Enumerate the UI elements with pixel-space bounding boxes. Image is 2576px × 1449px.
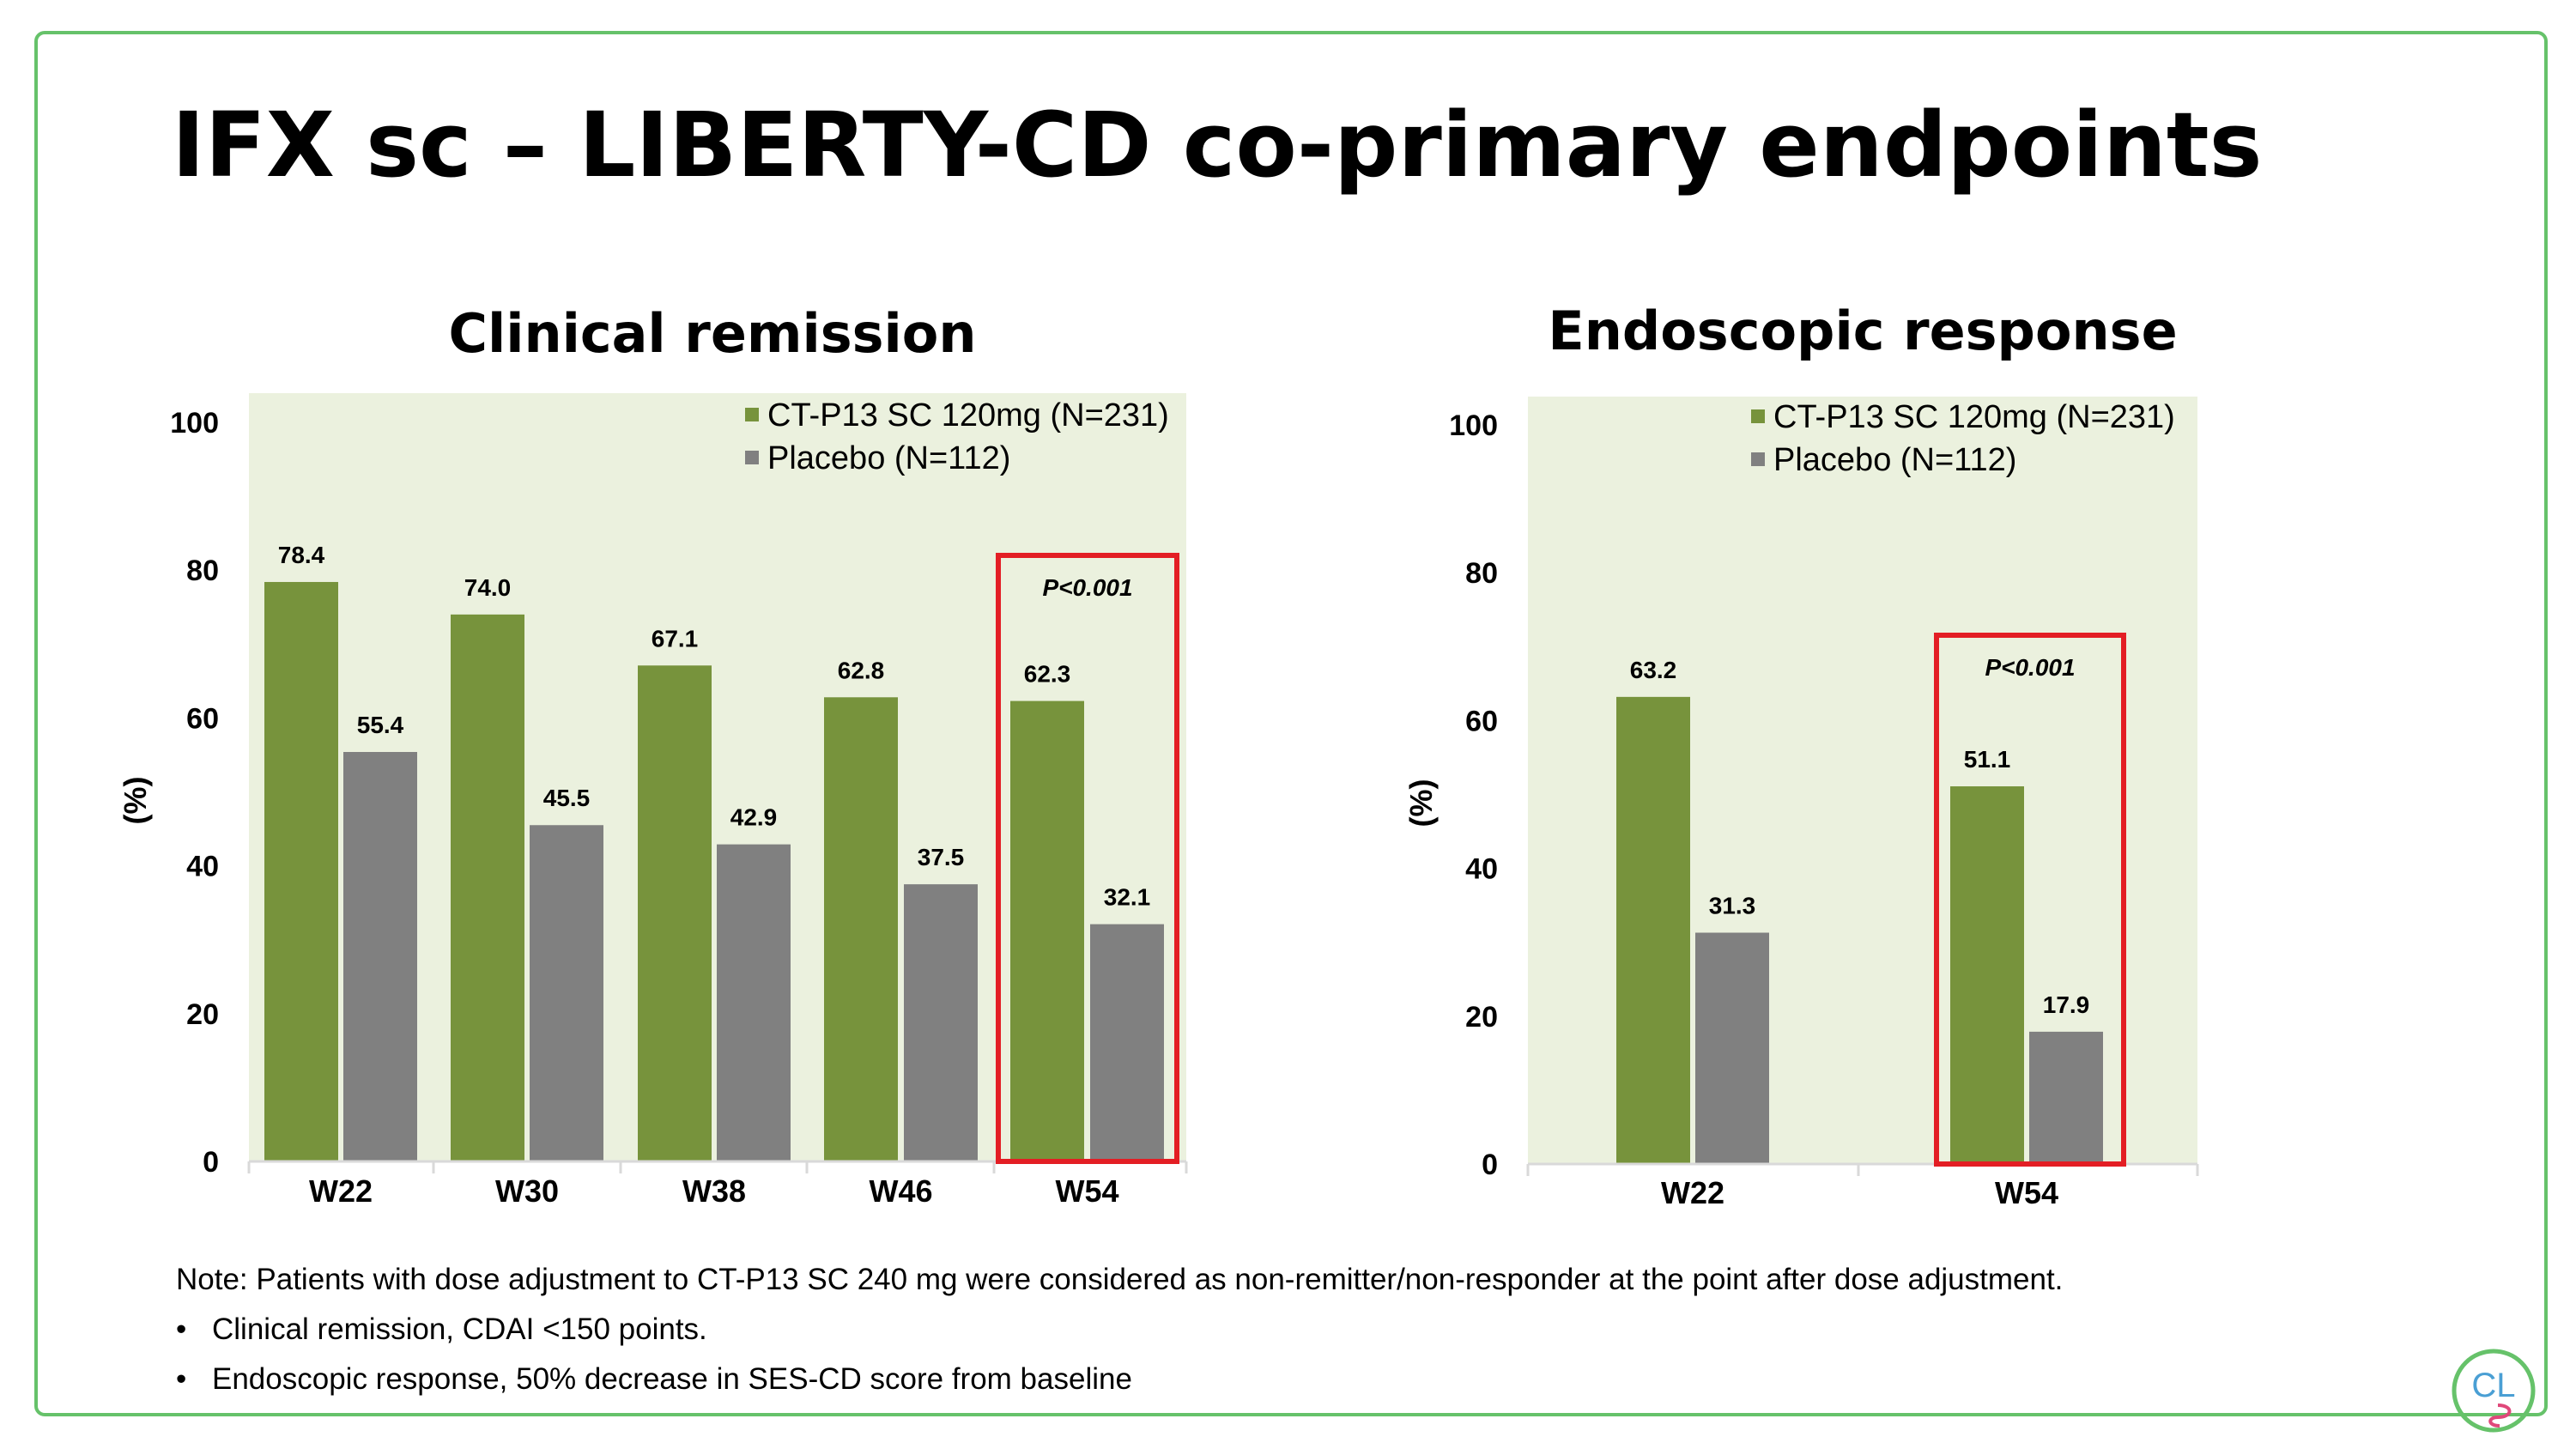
bar-ctp13 — [264, 581, 338, 1161]
y-axis-label: (%) — [1403, 779, 1439, 828]
bar-value-label: 51.1 — [1964, 746, 2011, 773]
bar-value-label: 55.4 — [357, 712, 404, 738]
bar-value-label: 67.1 — [652, 625, 699, 652]
bar-ctp13 — [1010, 700, 1084, 1161]
highlight-box — [1934, 633, 2126, 1167]
y-tick-label: 60 — [186, 702, 219, 735]
bullet-dot: • — [176, 1362, 187, 1396]
y-tick-label: 40 — [1465, 853, 1498, 886]
x-tick-label: W46 — [869, 1173, 932, 1209]
bar-value-label: 37.5 — [918, 844, 965, 870]
footnote-bullet: • Endoscopic response, 50% decrease in S… — [176, 1355, 2408, 1404]
bar-value-label: 45.5 — [543, 785, 591, 811]
footnotes: Note: Patients with dose adjustment to C… — [176, 1255, 2408, 1404]
bar-value-label: 32.1 — [1104, 884, 1151, 911]
logo-ring — [2452, 1349, 2536, 1433]
legend-swatch — [745, 408, 759, 421]
legend-swatch — [745, 451, 759, 464]
endoscopic-response-title: Endoscopic response — [1548, 300, 2178, 362]
legend-entry: CT-P13 SC 120mg (N=231) — [767, 397, 1169, 433]
x-tick-label: W38 — [682, 1173, 746, 1209]
legend-entry: Placebo (N=112) — [767, 440, 1010, 476]
clinical-remission-title: Clinical remission — [448, 302, 977, 365]
y-tick-label: 0 — [203, 1146, 219, 1179]
bar-placebo — [343, 752, 417, 1161]
legend-entry: CT-P13 SC 120mg (N=231) — [1773, 399, 2175, 435]
bar-ctp13 — [1616, 696, 1690, 1164]
y-tick-label: 20 — [186, 998, 219, 1031]
bullet-text: Endoscopic response, 50% decrease in SES… — [212, 1362, 1132, 1396]
bullet-text: Clinical remission, CDAI <150 points. — [212, 1313, 707, 1346]
bar-ctp13 — [1950, 786, 2024, 1164]
bar-value-label: 74.0 — [464, 574, 512, 601]
y-tick-label: 80 — [186, 555, 219, 587]
legend-entry: Placebo (N=112) — [1773, 442, 2016, 478]
y-tick-label: 60 — [1465, 705, 1498, 737]
logo-swirl — [2488, 1404, 2512, 1428]
bar-value-label: 63.2 — [1630, 657, 1677, 683]
bar-value-label: 42.9 — [730, 804, 778, 831]
bar-ctp13 — [638, 665, 712, 1161]
footnote-bullet: • Clinical remission, CDAI <150 points. — [176, 1305, 2408, 1355]
x-tick-label: W54 — [1055, 1173, 1118, 1209]
p-value-label: P<0.001 — [1042, 574, 1132, 601]
p-value-label: P<0.001 — [1985, 654, 2075, 681]
y-axis-label: (%) — [118, 777, 153, 825]
logo-text: CL — [2471, 1367, 2515, 1404]
bullet-dot: • — [176, 1313, 187, 1346]
note-text: Note: Patients with dose adjustment to C… — [176, 1263, 2064, 1296]
bar-placebo — [717, 844, 791, 1161]
bar-value-label: 62.3 — [1024, 661, 1071, 688]
bar-ctp13 — [451, 614, 524, 1161]
bar-value-label: 31.3 — [1709, 893, 1756, 919]
y-tick-label: 20 — [1465, 1001, 1498, 1034]
bar-placebo — [904, 884, 978, 1161]
bar-placebo — [530, 825, 603, 1161]
slide-title: IFX sc – LIBERTY-CD co-primary endpoints — [172, 93, 2263, 197]
bar-value-label: 17.9 — [2043, 991, 2090, 1018]
cl-logo: CL — [2452, 1349, 2536, 1433]
y-tick-label: 100 — [1449, 409, 1498, 442]
slide-frame — [34, 31, 2548, 1416]
bar-value-label: 62.8 — [838, 657, 885, 683]
y-tick-label: 100 — [170, 407, 219, 440]
bar-placebo — [1695, 932, 1769, 1164]
bar-placebo — [2029, 1031, 2103, 1164]
y-tick-label: 80 — [1465, 557, 1498, 590]
x-tick-label: W54 — [1995, 1175, 2058, 1210]
y-tick-label: 40 — [186, 851, 219, 883]
bar-value-label: 78.4 — [278, 542, 325, 568]
bar-ctp13 — [824, 697, 898, 1161]
bar-placebo — [1090, 924, 1164, 1161]
legend-swatch — [1751, 452, 1765, 466]
highlight-box — [996, 553, 1179, 1164]
x-tick-label: W22 — [1661, 1175, 1724, 1210]
x-tick-label: W22 — [309, 1173, 373, 1209]
y-tick-label: 0 — [1482, 1149, 1498, 1181]
legend-swatch — [1751, 409, 1765, 423]
x-tick-label: W30 — [495, 1173, 559, 1209]
